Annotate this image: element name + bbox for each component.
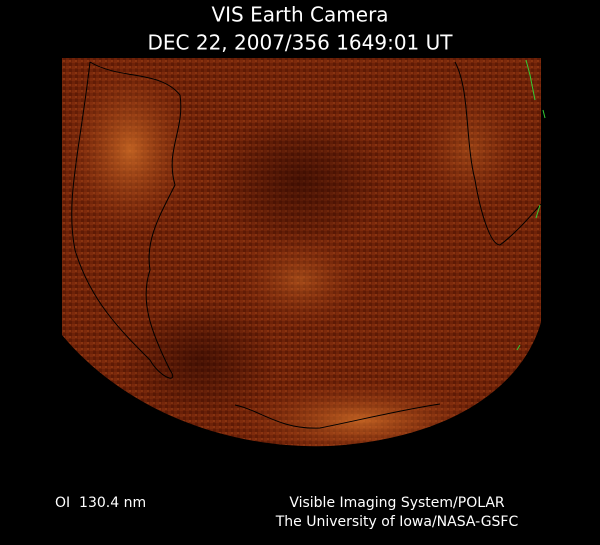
coastline-overlay [516,59,546,351]
title: VIS Earth Camera [211,3,388,27]
filter-label: OI 130.4 nm [55,495,146,511]
earth-image [62,58,541,447]
institution-label: The University of Iowa/NASA-GSFC [275,514,519,530]
instrument-label: Visible Imaging System/POLAR [289,495,505,511]
timestamp: DEC 22, 2007/356 1649:01 UT [148,31,454,55]
